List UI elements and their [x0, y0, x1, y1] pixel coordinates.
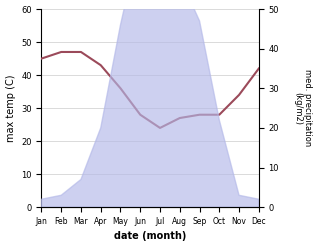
Y-axis label: max temp (C): max temp (C) [5, 74, 16, 142]
X-axis label: date (month): date (month) [114, 231, 186, 242]
Y-axis label: med. precipitation
(kg/m2): med. precipitation (kg/m2) [293, 69, 313, 147]
